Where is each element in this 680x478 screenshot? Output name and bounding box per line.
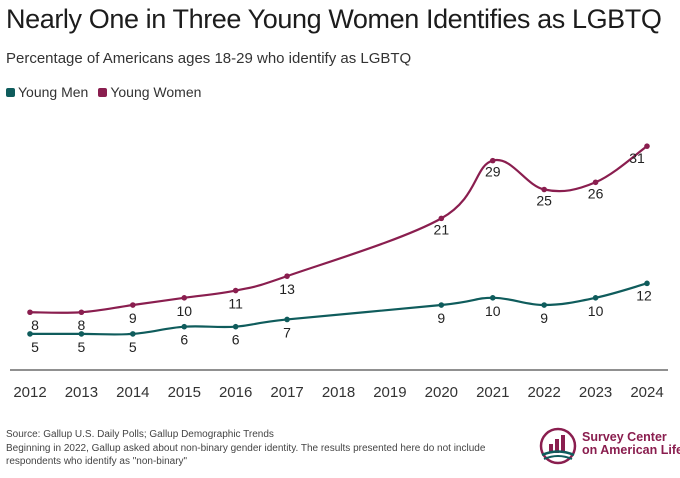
x-tick-label: 2016 — [219, 384, 252, 401]
legend-item-women: Young Women — [98, 84, 201, 100]
data-point-men — [489, 295, 496, 301]
series-line-women — [29, 145, 648, 314]
source-note: Source: Gallup U.S. Daily Polls; Gallup … — [6, 429, 274, 440]
data-point-women — [644, 143, 650, 149]
x-tick-label: 2019 — [373, 384, 406, 401]
data-label-men: 10 — [485, 303, 501, 319]
data-point-women — [181, 295, 188, 301]
data-label-men: 12 — [636, 287, 652, 303]
data-point-men — [130, 331, 136, 337]
logo-line-2: on American Life — [582, 443, 680, 457]
legend-label-men: Young Men — [18, 84, 89, 100]
data-point-men — [644, 280, 650, 287]
series-line-men — [30, 282, 648, 336]
data-point-men — [181, 323, 188, 330]
data-point-women — [78, 309, 85, 316]
data-label-women: 31 — [629, 150, 645, 166]
data-label-women: 11 — [228, 296, 243, 312]
data-label-women: 29 — [485, 164, 501, 180]
legend-label-women: Young Women — [110, 84, 202, 100]
logo-text: Survey Center on American Life — [582, 431, 680, 457]
data-point-women — [284, 273, 290, 279]
data-point-men — [592, 295, 599, 301]
data-point-women — [541, 186, 547, 193]
data-point-women — [592, 179, 599, 186]
data-point-men — [438, 302, 445, 308]
data-point-men — [232, 323, 239, 330]
methodology-note: Beginning in 2022, Gallup asked about no… — [6, 443, 486, 467]
x-tick-label: 2013 — [65, 384, 98, 401]
x-tick-label: 2014 — [116, 384, 149, 401]
x-tick-label: 2021 — [476, 384, 509, 401]
data-label-men: 5 — [78, 339, 86, 355]
data-point-women — [130, 302, 136, 308]
x-tick-label: 2018 — [322, 384, 355, 401]
data-label-men: 5 — [129, 339, 137, 355]
data-label-men: 7 — [283, 324, 291, 340]
data-label-men: 10 — [588, 303, 604, 319]
legend: Young Men Young Women — [6, 84, 201, 100]
data-point-women — [489, 157, 496, 164]
data-point-women — [232, 287, 239, 294]
logo-line-1: Survey Center — [582, 430, 667, 444]
legend-item-men: Young Men — [6, 84, 88, 100]
data-label-men: 9 — [540, 310, 548, 326]
data-label-women: 26 — [588, 185, 604, 201]
data-label-men: 9 — [437, 310, 445, 326]
x-tick-label: 2023 — [579, 384, 612, 401]
data-point-men — [541, 302, 547, 308]
data-label-women: 25 — [536, 193, 552, 209]
data-point-women — [27, 309, 33, 316]
data-label-women: 9 — [129, 310, 137, 326]
logo-icon — [539, 427, 577, 465]
data-point-women — [438, 215, 445, 222]
x-tick-label: 2020 — [425, 384, 458, 401]
data-point-men — [78, 331, 85, 337]
x-tick-label: 2017 — [270, 384, 303, 401]
x-tick-label: 2012 — [13, 384, 46, 401]
data-label-men: 6 — [180, 332, 188, 348]
data-label-men: 5 — [31, 339, 39, 355]
x-tick-label: 2024 — [630, 384, 663, 401]
data-label-women: 8 — [31, 317, 39, 333]
data-label-women: 21 — [434, 221, 450, 237]
data-label-women: 8 — [78, 317, 86, 333]
data-label-women: 13 — [279, 281, 295, 297]
survey-center-logo: Survey Center on American Life — [538, 422, 680, 472]
data-label-women: 10 — [176, 303, 192, 319]
chart-title: Nearly One in Three Young Women Identifi… — [6, 4, 662, 34]
x-tick-label: 2022 — [527, 384, 560, 401]
legend-swatch-women — [98, 87, 108, 97]
chart-subtitle: Percentage of Americans ages 18-29 who i… — [6, 50, 412, 67]
data-point-men — [27, 331, 33, 337]
x-tick-label: 2015 — [168, 384, 201, 401]
data-point-men — [284, 316, 290, 323]
legend-swatch-men — [6, 87, 15, 97]
data-label-men: 6 — [232, 332, 240, 348]
